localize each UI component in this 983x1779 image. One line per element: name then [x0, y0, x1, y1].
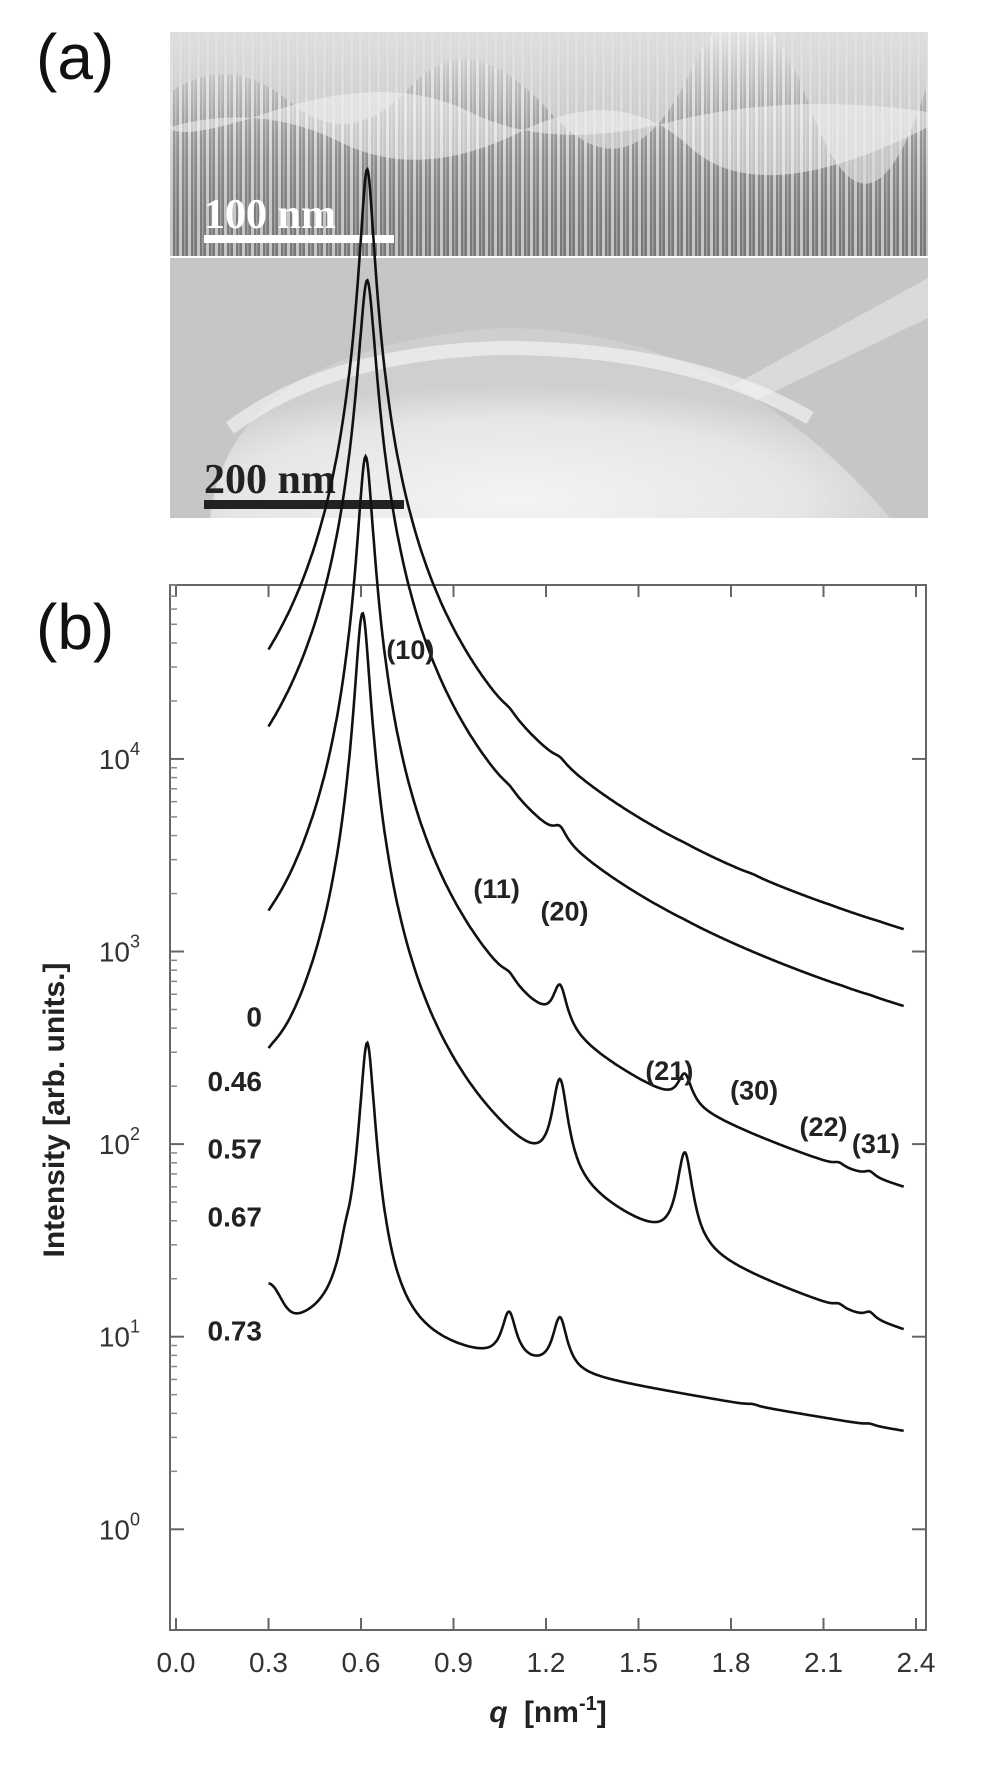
y-tick-label: 100 — [99, 1509, 140, 1545]
x-tick-label: 0.9 — [434, 1647, 473, 1678]
plot-frame — [169, 584, 927, 1631]
series-line-0_73 — [268, 1040, 904, 1433]
y-tick-label: 101 — [99, 1317, 140, 1353]
panel-b-label: (b) — [36, 591, 115, 663]
series-label: 0.73 — [208, 1316, 263, 1347]
x-tick-label: 0.3 — [249, 1647, 288, 1678]
x-tick-label: 0.0 — [157, 1647, 196, 1678]
y-tick-label: 104 — [99, 739, 140, 775]
series-line-0_67 — [267, 611, 905, 1331]
x-tick-label: 1.5 — [619, 1647, 658, 1678]
sem-image-bottom: 200 nm — [170, 258, 928, 518]
series-label: 0.57 — [208, 1134, 263, 1165]
series-label: 0.67 — [208, 1202, 263, 1233]
panel-a-label: (a) — [36, 21, 115, 93]
series-label: 0 — [246, 1002, 262, 1033]
scalebar-top — [204, 235, 394, 243]
peak-index-label: (31) — [852, 1129, 900, 1159]
series-line-0 — [267, 166, 905, 931]
peak-index-label: (22) — [799, 1112, 847, 1142]
peak-index-label: (11) — [473, 874, 520, 904]
series-label: 0.46 — [208, 1066, 263, 1097]
x-tick-label: 1.2 — [527, 1647, 566, 1678]
scalebar-bottom — [204, 500, 404, 509]
y-axis-label: Intensity [arb. units.] — [38, 962, 71, 1257]
x-axis-label: q [nm-1] — [489, 1693, 606, 1729]
series-line-0_57 — [267, 453, 905, 1188]
x-tick-label: 0.6 — [342, 1647, 381, 1678]
x-tick-label: 2.4 — [897, 1647, 936, 1678]
x-tick-label: 2.1 — [804, 1647, 843, 1678]
peak-index-label: (20) — [540, 896, 588, 926]
scalebar-top-label: 100 nm — [204, 192, 336, 238]
y-tick-label: 103 — [99, 932, 140, 968]
series-line-0_46 — [267, 278, 905, 1008]
sem-image-top: 100 nm — [170, 32, 928, 256]
scalebar-bottom-label: 200 nm — [204, 457, 336, 503]
x-tick-label: 1.8 — [712, 1647, 751, 1678]
peak-index-label: (10) — [386, 635, 434, 665]
peak-index-label: (21) — [645, 1056, 693, 1086]
peak-index-label: (30) — [730, 1076, 778, 1106]
y-tick-label: 102 — [99, 1124, 140, 1160]
